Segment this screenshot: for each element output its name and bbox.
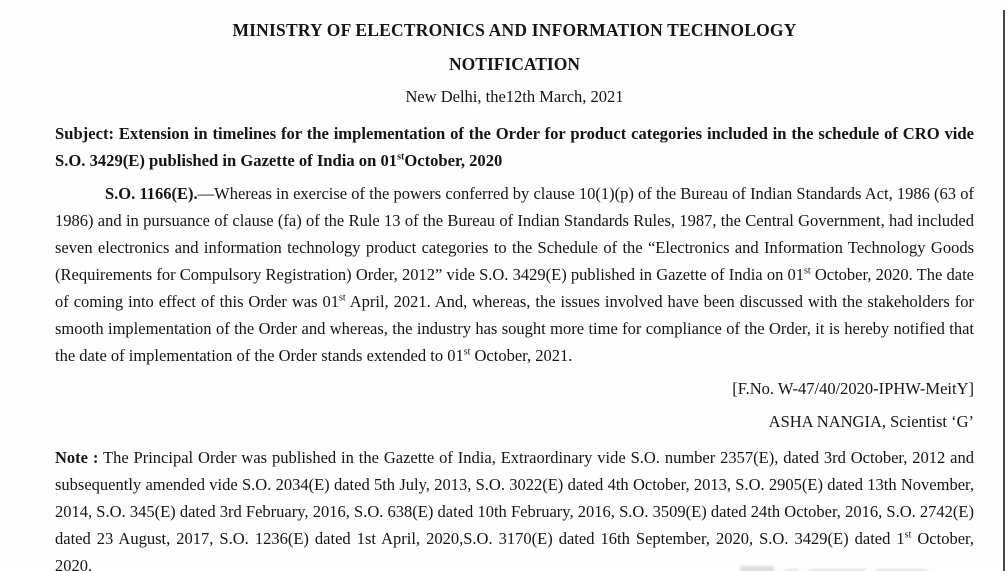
ministry-heading: MINISTRY OF ELECTRONICS AND INFORMATION … (232, 20, 797, 40)
ordinal-superscript: st (338, 292, 346, 304)
scan-border-line (1003, 10, 1005, 571)
body-segment-4: October, 2021. (470, 346, 573, 365)
document-content: MINISTRY OF ELECTRONICS AND INFORMATION … (55, 0, 974, 571)
note-paragraph: Note : The Principal Order was published… (55, 444, 974, 571)
signatory-line: ASHA NANGIA, Scientist ‘G’ (768, 412, 974, 431)
ordinal-superscript: st (463, 346, 471, 358)
note-label: Note : (55, 448, 99, 467)
note-segment-1: The Principal Order was published in the… (55, 448, 974, 548)
body-segment-3: April, 2021. And, whereas, the issues in… (55, 292, 975, 365)
so-number: S.O. 1166(E). (105, 184, 198, 203)
subject-text-end: October, 2020 (404, 151, 503, 170)
subject-text: Subject: Extension in timelines for the … (55, 124, 974, 170)
place-date-line: New Delhi, the12th March, 2021 (405, 87, 624, 106)
main-order-paragraph: S.O. 1166(E).—Whereas in exercise of the… (55, 180, 974, 369)
body-segment-1: —Whereas in exercise of the powers confe… (55, 184, 974, 284)
subject-paragraph: Subject: Extension in timelines for the … (55, 120, 974, 174)
ordinal-superscript: st (804, 265, 811, 277)
file-number-line: [F.No. W-47/40/2020-IPHW-MeitY] (732, 379, 974, 398)
ordinal-superscript: st (397, 151, 405, 163)
body-segment-2: October, 2020. The date of coming into e… (55, 265, 974, 311)
notification-heading: NOTIFICATION (449, 54, 580, 74)
ordinal-superscript: st (904, 529, 912, 541)
note-segment-2: October, 2020. (55, 529, 974, 571)
faint-scan-smudge (740, 555, 996, 571)
